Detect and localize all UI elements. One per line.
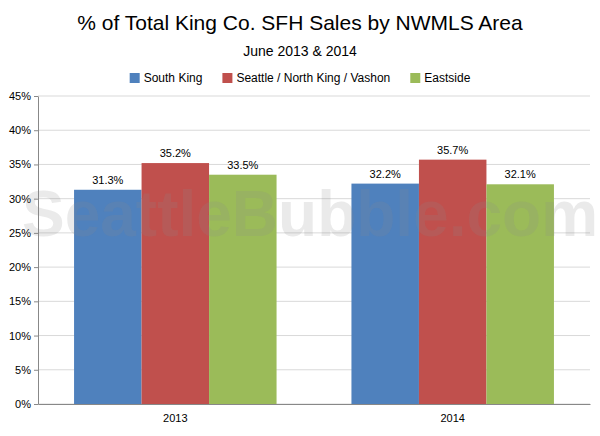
legend: South King Seattle / North King / Vashon E… [130, 71, 471, 85]
y-tick: 40% [9, 124, 38, 136]
y-tick: 35% [9, 158, 38, 170]
y-tick-mark [34, 301, 38, 302]
y-tick-label: 15% [9, 295, 31, 307]
y-tick-label: 20% [9, 261, 31, 273]
x-tick-label: 2013 [163, 412, 187, 424]
y-tick: 0% [15, 398, 38, 410]
x-axis: 2013 2014 [39, 404, 591, 424]
y-tick: 15% [9, 295, 38, 307]
y-tick-mark [34, 370, 38, 371]
legend-item: South King [130, 71, 203, 85]
y-tick-mark [34, 164, 38, 165]
plot-area: 31.3%32.2%35.2%35.7%33.5%32.1%0%5%10%15%… [9, 90, 591, 424]
legend-label: Eastside [424, 71, 470, 85]
subtitle: June 2013 & 2014 [243, 43, 357, 59]
y-tick-mark [34, 404, 38, 405]
y-tick: 5% [15, 364, 38, 376]
grid-line [38, 130, 590, 131]
legend-swatch [130, 73, 140, 83]
grid-line [38, 96, 590, 97]
y-tick-label: 40% [9, 124, 31, 136]
grid-line [38, 164, 590, 165]
legend-label: South King [144, 71, 203, 85]
y-tick-mark [34, 267, 38, 268]
chart-container: % of Total King Co. SFH Sales by NWMLS A… [0, 0, 600, 436]
y-tick-label: 0% [15, 398, 31, 410]
x-tick: 2014 [440, 404, 464, 424]
y-tick-mark [34, 336, 38, 337]
watermark: SeattleBubble.com [22, 178, 598, 250]
title: % of Total King Co. SFH Sales by NWMLS A… [77, 11, 523, 34]
legend-swatch [222, 73, 232, 83]
x-axis-line [39, 404, 591, 405]
y-tick-label: 10% [9, 330, 31, 342]
y-tick: 10% [9, 330, 38, 342]
x-tick-label: 2014 [440, 412, 464, 424]
y-axis-line [38, 97, 39, 405]
y-tick-mark [34, 130, 38, 131]
legend-swatch [410, 73, 420, 83]
y-tick-label: 35% [9, 158, 31, 170]
y-tick-label: 45% [9, 90, 31, 102]
legend-item: Eastside [410, 71, 470, 85]
data-label: 35.2% [160, 147, 191, 159]
legend-label: Seattle / North King / Vashon [236, 71, 390, 85]
y-axis: 0%5%10%15%20%25%30%35%40%45% [9, 90, 39, 410]
y-tick-label: 5% [15, 364, 31, 376]
y-tick-mark [34, 96, 38, 97]
grid [38, 96, 590, 404]
y-tick: 45% [9, 90, 38, 102]
x-tick: 2013 [163, 404, 187, 424]
legend-item: Seattle / North King / Vashon [222, 71, 390, 85]
chart-svg: % of Total King Co. SFH Sales by NWMLS A… [0, 0, 600, 436]
y-tick: 20% [9, 261, 38, 273]
data-label: 33.5% [227, 159, 258, 171]
data-label: 35.7% [437, 144, 468, 156]
